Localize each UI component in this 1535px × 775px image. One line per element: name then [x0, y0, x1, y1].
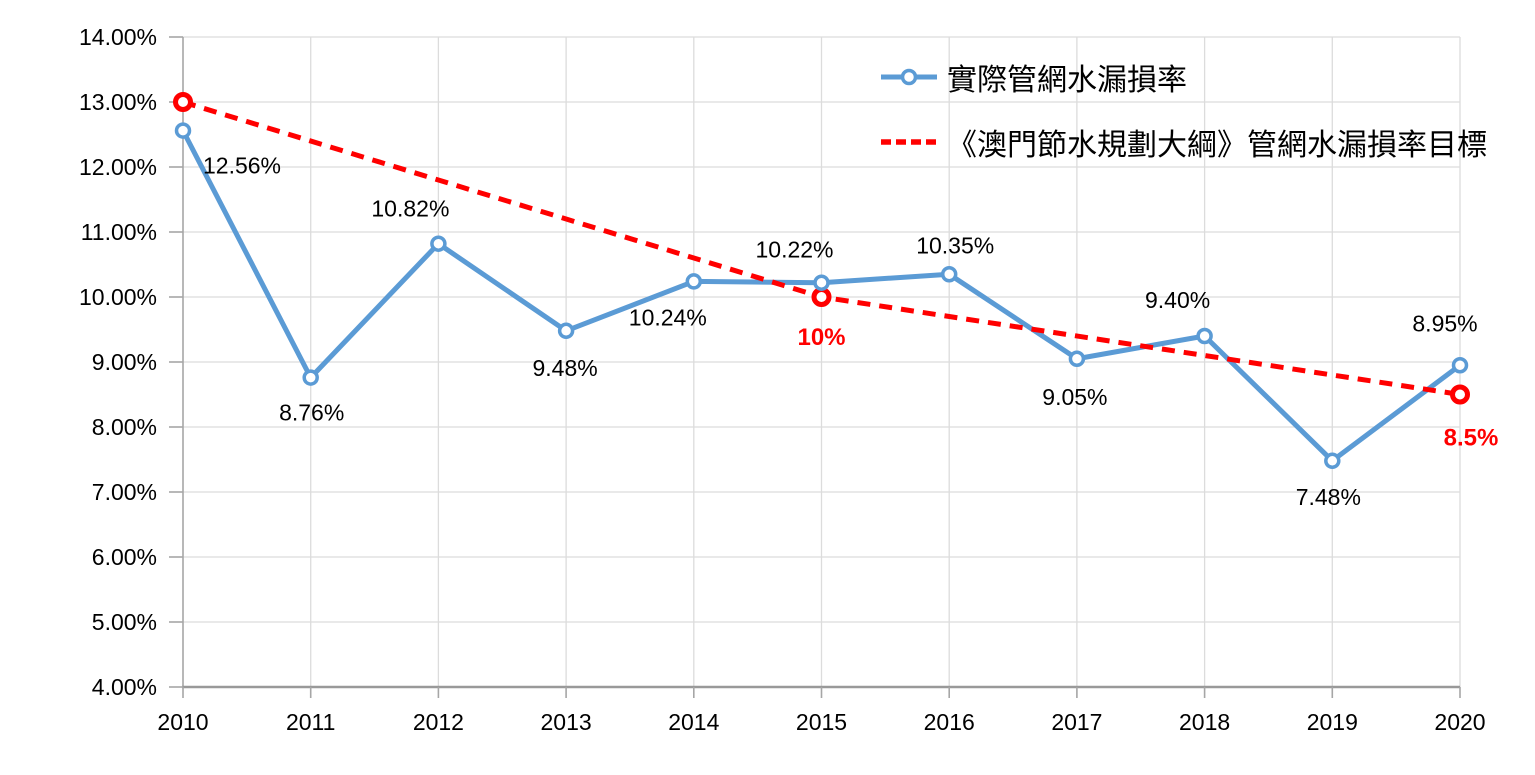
actual-point-marker	[1451, 357, 1469, 374]
data-label: 8.95%	[1412, 310, 1477, 336]
y-tick-label: 14.00%	[79, 24, 157, 50]
y-tick-label: 7.00%	[92, 479, 157, 505]
x-tick-label: 2017	[1051, 709, 1102, 735]
x-tick-label: 2015	[796, 709, 847, 735]
target-point-marker	[173, 92, 193, 112]
x-tick-label: 2018	[1179, 709, 1230, 735]
y-tick-label: 9.00%	[92, 349, 157, 375]
x-tick-label: 2014	[668, 709, 719, 735]
target-point-marker	[1450, 384, 1470, 405]
data-label: 10.82%	[371, 196, 449, 222]
y-tick-label: 4.00%	[92, 674, 157, 700]
actual-point-marker	[557, 322, 575, 340]
y-tick-label: 13.00%	[79, 89, 157, 115]
data-label: 10.24%	[629, 304, 707, 330]
data-label: 7.48%	[1296, 484, 1361, 510]
actual-point-marker	[1196, 327, 1213, 345]
x-tick-label: 2020	[1434, 709, 1485, 735]
data-label: 9.05%	[1042, 384, 1107, 410]
actual-point-marker	[685, 273, 703, 290]
actual-point-marker	[174, 122, 192, 139]
target-point-marker	[811, 287, 832, 307]
target-data-label: 10%	[797, 324, 845, 351]
actual-point-marker	[302, 369, 319, 386]
y-tick-label: 6.00%	[92, 544, 157, 570]
x-tick-label: 2016	[924, 709, 975, 735]
y-tick-label: 10.00%	[79, 284, 157, 310]
data-label: 10.35%	[916, 232, 994, 258]
data-label: 12.56%	[203, 153, 281, 179]
actual-point-marker	[1324, 452, 1341, 470]
x-tick-label: 2010	[157, 709, 208, 735]
actual-point-marker	[813, 274, 830, 291]
x-tick-label: 2011	[286, 709, 335, 735]
actual-point-marker	[430, 235, 447, 252]
data-label: 10.22%	[755, 237, 833, 263]
target-data-label: 8.5%	[1444, 425, 1499, 452]
y-tick-label: 12.00%	[79, 154, 157, 180]
data-label: 9.48%	[532, 355, 597, 381]
actual-point-marker	[940, 266, 958, 283]
x-tick-label: 2019	[1307, 709, 1358, 735]
y-tick-label: 11.00%	[81, 219, 157, 245]
actual-point-marker	[1068, 350, 1086, 367]
x-tick-label: 2013	[541, 709, 592, 735]
data-label: 9.40%	[1145, 287, 1210, 313]
y-tick-label: 5.00%	[92, 609, 157, 635]
y-tick-label: 8.00%	[92, 414, 157, 440]
data-label: 8.76%	[279, 400, 344, 426]
x-tick-label: 2012	[413, 709, 464, 735]
